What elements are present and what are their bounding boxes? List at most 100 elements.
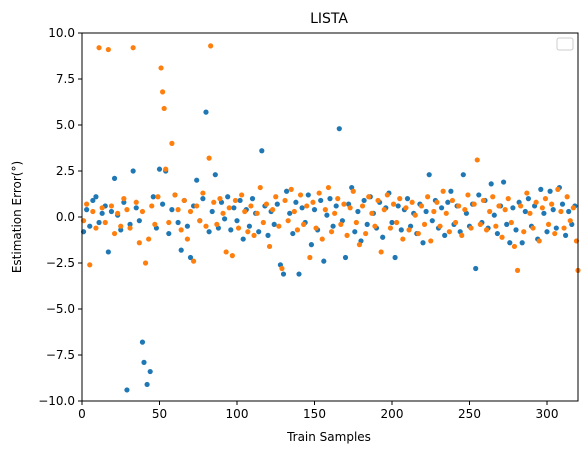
scatter-point-s0-58 bbox=[259, 148, 265, 154]
y-tick-label: 5.0 bbox=[56, 118, 75, 132]
scatter-point-s0-100 bbox=[389, 219, 395, 226]
scatter-point-s1-18 bbox=[136, 240, 142, 246]
scatter-point-s0-78 bbox=[321, 258, 327, 264]
scatter-point-s0-31 bbox=[175, 219, 181, 226]
scatter-point-s1-80 bbox=[322, 207, 328, 213]
scatter-point-s1-78 bbox=[316, 190, 322, 196]
scatter-point-s1-55 bbox=[245, 229, 251, 235]
scatter-point-s0-62 bbox=[271, 221, 277, 227]
scatter-point-s1-110 bbox=[415, 230, 421, 237]
scatter-point-s1-93 bbox=[363, 230, 369, 237]
y-axis-ticks: −10.0 −7.5 −5.0 −2.5 0.0 2.5 5.0 7.5 10.0 bbox=[38, 26, 82, 408]
scatter-point-s1-160 bbox=[570, 205, 576, 211]
scatter-point-s1-64 bbox=[273, 194, 279, 200]
scatter-point-s0-25 bbox=[156, 166, 163, 172]
y-tick-label: −10.0 bbox=[38, 394, 75, 408]
scatter-point-s1-159 bbox=[567, 218, 573, 224]
scatter-point-s1-13 bbox=[121, 196, 127, 202]
scatter-point-s0-82 bbox=[333, 203, 339, 209]
scatter-point-s1-63 bbox=[270, 207, 276, 213]
scatter-point-s0-12 bbox=[118, 227, 124, 233]
scatter-point-s1-27 bbox=[161, 105, 167, 112]
scatter-point-s1-92 bbox=[359, 203, 366, 209]
scatter-point-s0-1 bbox=[84, 207, 90, 213]
scatter-point-s1-142 bbox=[514, 267, 521, 273]
scatter-point-s0-111 bbox=[423, 208, 429, 215]
scatter-point-s1-128 bbox=[471, 201, 477, 207]
scatter-point-s0-123 bbox=[460, 172, 466, 178]
scatter-point-s1-87 bbox=[344, 232, 350, 238]
scatter-point-s1-101 bbox=[387, 225, 394, 231]
scatter-point-s0-134 bbox=[494, 230, 500, 237]
x-tick-label: 150 bbox=[303, 407, 326, 421]
scatter-point-s1-61 bbox=[263, 201, 270, 207]
scatter-point-s1-48 bbox=[223, 249, 229, 255]
scatter-point-s1-29 bbox=[166, 219, 172, 226]
scatter-point-s1-85 bbox=[338, 221, 344, 227]
scatter-point-s1-109 bbox=[412, 212, 418, 218]
scatter-point-s1-140 bbox=[508, 219, 514, 226]
scatter-point-s1-26 bbox=[160, 89, 166, 95]
scatter-point-s0-138 bbox=[507, 240, 513, 246]
scatter-point-s0-91 bbox=[361, 197, 367, 204]
scatter-point-s0-110 bbox=[420, 240, 426, 246]
scatter-point-s0-70 bbox=[296, 271, 302, 277]
plot-marks bbox=[80, 43, 581, 393]
scatter-point-s0-142 bbox=[519, 240, 525, 246]
scatter-point-s1-131 bbox=[480, 197, 487, 204]
scatter-point-s0-9 bbox=[108, 208, 115, 215]
scatter-point-s0-32 bbox=[178, 247, 184, 253]
scatter-point-s1-24 bbox=[155, 194, 161, 200]
scatter-point-s0-52 bbox=[240, 236, 246, 242]
scatter-point-s0-74 bbox=[308, 242, 314, 248]
scatter-point-s1-71 bbox=[294, 227, 301, 233]
scatter-point-s0-60 bbox=[265, 232, 271, 238]
scatter-point-s0-43 bbox=[212, 172, 218, 178]
plot-frame bbox=[81, 32, 579, 402]
y-tick-label: 2.5 bbox=[56, 164, 75, 178]
scatter-point-s0-18 bbox=[136, 218, 142, 224]
scatter-point-s0-17 bbox=[133, 205, 139, 211]
scatter-point-s1-45 bbox=[214, 221, 220, 227]
scatter-point-s0-132 bbox=[488, 181, 494, 187]
scatter-point-s0-116 bbox=[439, 205, 445, 211]
scatter-point-s1-137 bbox=[499, 234, 505, 240]
scatter-point-s1-155 bbox=[555, 186, 561, 192]
scatter-point-s1-99 bbox=[381, 207, 387, 213]
scatter-point-s0-144 bbox=[525, 196, 532, 202]
scatter-point-s1-76 bbox=[310, 199, 316, 205]
scatter-point-s1-69 bbox=[288, 186, 294, 192]
scatter-point-s0-54 bbox=[246, 223, 252, 229]
scatter-point-s0-51 bbox=[237, 197, 243, 204]
scatter-point-s0-55 bbox=[249, 196, 256, 202]
x-tick-label: 300 bbox=[536, 407, 559, 421]
scatter-point-s1-30 bbox=[169, 140, 175, 146]
scatter-point-s0-153 bbox=[553, 225, 559, 231]
scatter-point-s1-138 bbox=[502, 207, 508, 213]
scatter-point-s1-103 bbox=[394, 219, 400, 226]
scatter-point-s0-117 bbox=[442, 232, 448, 238]
scatter-point-s1-106 bbox=[403, 205, 409, 211]
y-tick-label: −2.5 bbox=[46, 256, 75, 270]
scatter-point-s0-151 bbox=[547, 188, 553, 194]
scatter-point-s1-34 bbox=[181, 197, 187, 204]
legend-box bbox=[556, 37, 574, 51]
scatter-point-s0-152 bbox=[550, 207, 556, 213]
scatter-point-s1-62 bbox=[266, 243, 273, 250]
scatter-point-s1-47 bbox=[220, 210, 226, 216]
scatter-point-s1-53 bbox=[239, 192, 245, 198]
scatter-point-s0-14 bbox=[124, 387, 130, 393]
scatter-point-s1-135 bbox=[493, 223, 499, 229]
scatter-point-s1-96 bbox=[372, 223, 378, 229]
scatter-point-s1-143 bbox=[518, 203, 524, 209]
scatter-point-s1-102 bbox=[390, 201, 397, 207]
scatter-point-s1-123 bbox=[456, 203, 462, 209]
x-tick-label: 0 bbox=[78, 407, 86, 421]
scatter-point-s0-119 bbox=[448, 188, 454, 194]
scatter-point-s1-23 bbox=[152, 221, 158, 227]
scatter-point-s0-79 bbox=[324, 212, 330, 218]
scatter-point-s0-75 bbox=[311, 207, 318, 213]
scatter-point-s1-11 bbox=[115, 210, 121, 216]
scatter-point-s1-146 bbox=[527, 210, 533, 216]
scatter-point-s1-66 bbox=[279, 265, 285, 272]
